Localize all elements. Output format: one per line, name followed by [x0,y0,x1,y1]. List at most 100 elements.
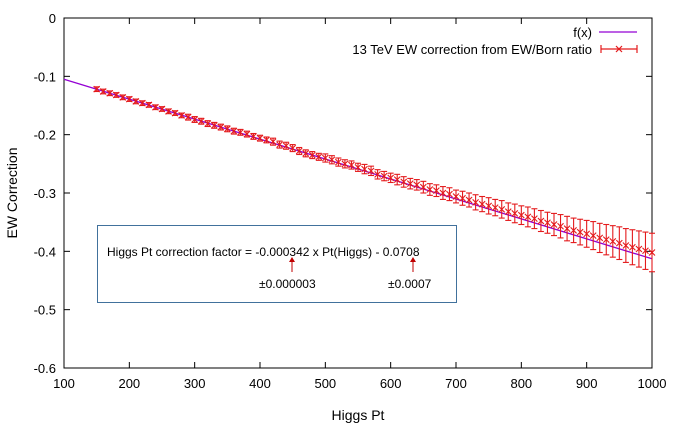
data-point [511,203,519,224]
data-point [276,140,283,149]
y-tick-label: -0.5 [34,303,56,318]
x-tick-label: 600 [380,376,402,391]
data-point [217,123,225,131]
data-point [485,197,493,215]
data-point [531,208,538,230]
data-point [406,177,414,190]
data-point [491,198,499,217]
data-point [223,125,231,133]
y-tick-label: -0.6 [34,361,56,376]
x-tick-label: 200 [118,376,140,391]
data-point [367,165,375,177]
data-point [197,117,205,125]
x-tick-label: 100 [53,376,75,391]
data-point [478,195,486,213]
slope-arrow-icon [289,257,295,272]
data-point [302,149,310,158]
data-point [517,205,525,226]
data-point [622,228,630,263]
data-point [648,232,656,273]
data-point [269,137,277,146]
data-point [165,107,172,115]
intercept-error-text: ±0.0007 [388,277,432,291]
y-axis-label: EW Correction [4,147,20,238]
slope-error-text: ±0.000003 [259,277,316,291]
data-point [210,121,218,129]
data-point [295,146,303,156]
data-point [596,222,604,254]
data-point [171,109,179,117]
data-point [537,209,545,233]
data-point [380,170,388,182]
legend-data-label: 13 TeV EW correction from EW/Born ratio [352,42,592,57]
data-point [374,169,381,180]
x-axis-ticks: 100 200 300 400 500 600 700 800 900 1000 [53,18,666,391]
data-point [230,127,238,135]
data-point [426,183,434,196]
data-point [498,200,506,219]
data-point [504,202,512,221]
data-point [387,172,395,184]
data-point [106,89,114,97]
legend-fit-label: f(x) [573,25,592,40]
data-point [589,221,597,251]
data-point [550,212,558,237]
y-tick-label: -0.2 [34,128,56,143]
data-point [400,176,408,188]
data-point [433,184,440,198]
data-point [361,163,368,175]
data-point [576,218,584,246]
legend: f(x) 13 TeV EW correction from EW/Born r… [352,25,638,57]
x-tick-label: 500 [314,376,336,391]
data-point [413,179,421,191]
data-point [321,153,329,163]
data-point [557,214,564,239]
data-point [472,194,479,211]
x-tick-label: 400 [249,376,271,391]
data-point [250,132,257,140]
data-point [524,206,532,228]
x-tick-label: 800 [510,376,532,391]
data-point [263,136,270,144]
data-point [243,130,251,138]
y-tick-label: -0.3 [34,186,56,201]
fit-formula-text: Higgs Pt correction factor = -0.000342 x… [107,245,420,259]
data-point [452,189,460,204]
data-point [602,223,610,256]
data-point [308,151,316,160]
intercept-arrow-icon [410,257,416,272]
data-point [609,225,617,258]
data-point [563,215,571,242]
data-point [335,157,342,167]
data-point [419,180,427,194]
data-point [629,229,636,266]
data-point [178,112,185,119]
data-point [615,226,623,261]
data-point [125,95,133,103]
data-points-group [93,85,656,273]
data-point [132,98,140,105]
y-tick-label: -0.4 [34,244,56,259]
data-point [642,231,649,270]
data-point [237,128,244,136]
data-point [341,159,349,169]
data-point [544,211,551,234]
data-point [152,103,159,111]
y-axis-ticks: 0 -0.1 -0.2 -0.3 -0.4 -0.5 -0.6 [34,11,652,376]
data-point [635,230,643,268]
data-point [465,192,473,208]
data-point [112,91,120,99]
data-point [282,141,290,150]
legend-data-swatch [600,45,638,53]
plot-frame [63,17,653,369]
data-point [184,113,192,121]
data-point [315,152,323,161]
x-axis-label: Higgs Pt [332,407,385,423]
x-tick-label: 300 [184,376,206,391]
data-point [348,160,355,170]
data-point [354,162,362,172]
data-point [570,217,577,244]
data-point [204,120,212,128]
data-point [99,88,107,95]
